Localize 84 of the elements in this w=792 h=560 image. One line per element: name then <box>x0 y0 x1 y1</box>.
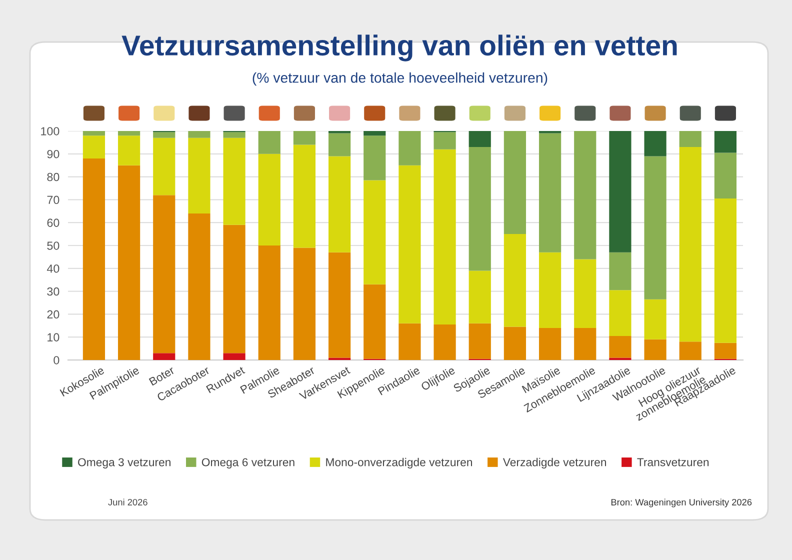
bar <box>364 131 386 136</box>
bar <box>223 132 246 138</box>
legend-label: Verzadigde vetzuren <box>502 458 606 469</box>
bar <box>679 147 702 342</box>
bar <box>504 326 526 360</box>
y-tick-label: 80 <box>47 172 60 182</box>
bar <box>644 131 666 156</box>
y-tick-label: 20 <box>47 310 60 319</box>
bar <box>714 342 737 359</box>
bar <box>714 131 737 153</box>
bar <box>468 323 491 359</box>
bar <box>504 234 526 327</box>
bar <box>118 136 140 166</box>
bar <box>714 152 737 199</box>
bar <box>188 138 210 214</box>
bar <box>328 252 351 358</box>
legend-label: Omega 3 vetzuren <box>78 458 170 469</box>
y-tick-label: 30 <box>47 287 60 296</box>
y-tick-label: 0 <box>54 356 60 364</box>
bar <box>679 342 702 360</box>
bar <box>574 131 596 260</box>
bar <box>328 133 351 156</box>
bar <box>82 136 106 158</box>
bar <box>609 336 632 358</box>
legend-label: Transvetzuren <box>637 458 709 466</box>
bar <box>258 154 280 246</box>
legend-label: Mono-onverzadigde vetzuren <box>326 458 472 469</box>
bar <box>293 131 316 145</box>
bar <box>82 131 106 136</box>
bar <box>293 144 316 248</box>
bar <box>468 270 491 324</box>
bar <box>188 213 210 360</box>
chart-title: Vetzuursamenstelling van oliën en vetten <box>122 34 677 62</box>
text: Bron: Wageningen University 2026 <box>611 498 752 508</box>
bar <box>364 136 386 180</box>
bar <box>328 156 351 252</box>
bar <box>118 165 140 360</box>
bar <box>644 156 666 300</box>
y-tick-label: 40 <box>46 264 60 273</box>
bar <box>398 131 421 166</box>
bar <box>644 339 666 360</box>
bar <box>223 353 246 360</box>
bar <box>153 353 176 360</box>
bar <box>609 252 632 290</box>
bar <box>364 180 386 284</box>
chart-subtitle: (% vetzuur van de totale hoeveelheid vetzuren) <box>252 72 548 86</box>
bar <box>364 284 386 359</box>
bar <box>153 138 176 196</box>
bar <box>504 131 526 234</box>
bar <box>188 131 210 138</box>
bar <box>293 248 316 360</box>
bar <box>609 290 632 336</box>
bar <box>644 299 666 340</box>
bar <box>153 132 176 138</box>
bar <box>82 158 106 360</box>
y-tick-label: 60 <box>47 218 60 227</box>
y-tick-label: 50 <box>47 242 60 250</box>
text: Juni 2026 <box>108 498 148 506</box>
bar <box>468 147 491 271</box>
bar <box>434 132 456 150</box>
legend-label: Omega 6 vetzuren <box>202 458 294 469</box>
bar <box>468 131 491 148</box>
bar <box>538 133 562 252</box>
bar <box>679 131 702 148</box>
bar <box>258 246 280 360</box>
bar <box>609 131 632 252</box>
bar <box>574 328 596 360</box>
bar <box>223 138 246 225</box>
bar <box>223 224 246 354</box>
bar <box>398 165 421 324</box>
bar <box>398 323 421 360</box>
bar <box>434 149 456 325</box>
bar <box>118 131 140 136</box>
y-tick-label: 100 <box>41 127 60 136</box>
bar <box>153 195 176 354</box>
y-tick-label: 70 <box>47 196 60 204</box>
bar <box>538 252 562 328</box>
y-tick-label: 90 <box>47 150 60 158</box>
y-tick-label: 10 <box>48 333 60 342</box>
bar <box>434 324 456 360</box>
bar <box>574 259 596 328</box>
bar <box>714 198 737 343</box>
bar <box>538 328 562 360</box>
bar <box>258 131 280 154</box>
